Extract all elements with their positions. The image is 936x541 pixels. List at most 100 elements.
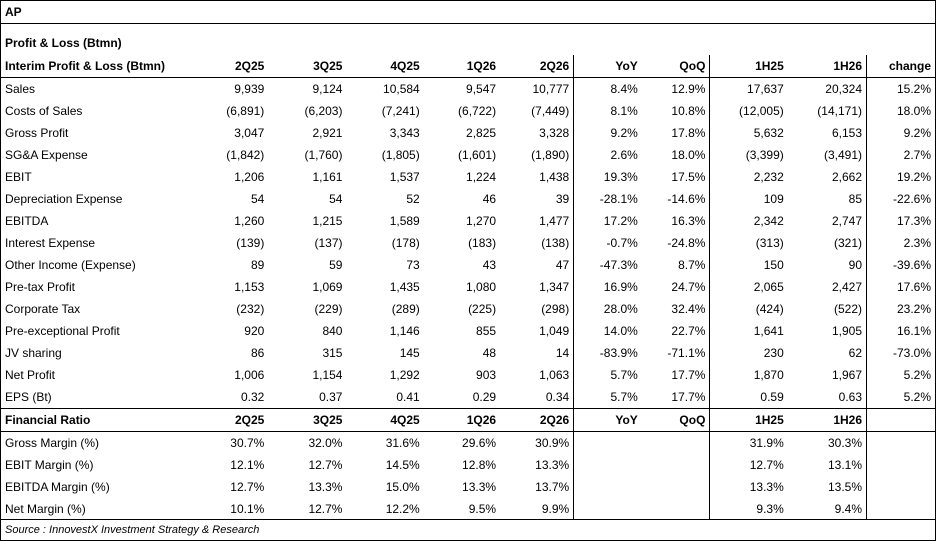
table-cell: 32.0% [268,431,347,454]
column-header: change [866,55,935,78]
table-cell: (12,005) [709,100,788,122]
table-cell: 9.5% [468,502,497,516]
column-header: 4Q25 [390,59,420,73]
table-cell: 59 [329,258,343,272]
table-cell: 14 [555,346,570,360]
table-cell: (178) [391,236,420,250]
section-title: Profit & Loss (Btmn) [5,36,122,50]
table-cell: (138) [541,236,570,250]
table-cell: 2,921 [312,126,343,140]
table-cell: 2,427 [831,280,862,294]
table-cell: 12.7% [230,480,265,494]
table-cell: 10,584 [346,77,424,100]
table-cell: 46 [482,192,497,206]
table-row: Gross Margin (%) 30.7% 32.0% 31.6% 29.6% 30.9… [1,431,935,454]
table-cell: 6,153 [831,126,862,140]
table-cell: -22.6% [866,188,935,210]
column-header: 1H26 [787,408,867,432]
table-cell: 18.0% [866,100,935,122]
table-cell: (1,890) [531,148,570,162]
table-cell: 2.7% [866,144,935,166]
table-cell: 0.34 [545,390,570,404]
table-cell: 16.3% [671,214,706,228]
table-cell: 12.7% [308,502,343,516]
table-cell: 85 [848,192,862,206]
table-cell: 9,939 [185,77,269,100]
table-cell: 1,206 [234,170,265,184]
row-label: Corporate Tax [5,302,81,316]
table-cell: 12.8% [462,458,497,472]
table-cell: 0.63 [838,390,862,404]
table-cell: -14.6% [667,192,706,206]
table-cell: 1,260 [234,214,265,228]
table-cell: -83.9% [573,342,642,364]
table-row: EPS (Bt) 0.32 0.37 0.41 0.29 0.34 5.7% 17.7% 0.5… [1,386,935,409]
table-cell: (313) [709,232,788,254]
table-cell: 39 [555,192,570,206]
column-header: 2Q26 [539,59,570,73]
table-cell: 2,065 [709,276,788,298]
table-row: Depreciation Expense 54 54 52 46 39 -28.1% -14.… [1,188,935,210]
table-cell: 8.4% [573,77,642,100]
table-row: Corporate Tax (232) (229) (289) (225) (298) 28… [1,298,935,320]
column-header: 3Q25 [268,408,347,432]
table-cell: 10.1% [230,502,265,516]
table-cell: 14.5% [385,458,420,472]
table-cell: 18.0% [671,148,706,162]
table-cell: (229) [314,302,343,316]
table-cell: 2,342 [709,210,788,232]
table-cell: 43 [482,258,497,272]
table-cell: -73.0% [866,342,935,364]
table-cell: -39.6% [866,254,935,276]
row-label: JV sharing [5,346,62,360]
table-cell: 89 [250,258,265,272]
table-cell: (183) [468,236,497,250]
table-row: Costs of Sales (6,891) (6,203) (7,241) (6,72… [1,100,935,122]
table-cell: 1,006 [234,368,265,382]
table-cell [866,498,935,520]
table-cell: 16.1% [866,320,935,342]
table-cell: (6,891) [226,104,265,118]
table-row: Net Profit 1,006 1,154 1,292 903 1,063 5.7% 17.… [1,364,935,386]
table-cell: 12.2% [385,502,420,516]
column-header: QoQ [641,408,710,432]
header-row: Financial Ratio 2Q25 3Q25 4Q25 1Q26 2Q26 YoY Qo… [1,408,935,432]
table-cell: 62 [848,346,862,360]
table-cell: -71.1% [667,346,706,360]
table-cell: 1,270 [466,214,497,228]
table-cell: 9.2% [866,122,935,144]
source-divider [1,519,935,520]
table-cell: 0.41 [396,390,420,404]
table-row: EBIT 1,206 1,161 1,537 1,224 1,438 19.3% 17.5% 2… [1,166,935,188]
table-cell [642,498,710,520]
column-header: 4Q25 [346,408,424,432]
table-cell [866,476,935,498]
table-cell: (7,241) [381,104,420,118]
table-cell [573,431,642,454]
table-cell: 1,069 [312,280,343,294]
table-cell: 17,637 [709,77,788,100]
table-cell: 13.7% [535,480,570,494]
table-cell: 1,161 [312,170,343,184]
financial-table: Interim Profit & Loss (Btmn) 2Q25 3Q25 4Q25… [1,55,935,520]
row-label: Other Income (Expense) [5,258,136,272]
table-cell: 17.3% [866,210,935,232]
column-header: YoY [573,408,642,432]
table-cell: 90 [848,258,862,272]
table-cell: 315 [322,346,343,360]
table-cell [642,476,710,498]
table-row: JV sharing 86 315 145 48 14 -83.9% -71.1% 230 62-… [1,342,935,364]
row-label: Sales [1,77,186,100]
table-cell: 29.6% [423,431,501,454]
column-header: 1Q26 [466,59,497,73]
table-cell: 109 [709,188,788,210]
table-cell: 1,870 [709,364,788,386]
table-cell: 230 [709,342,788,364]
column-header: 1H25 [709,408,788,432]
table-cell: 13.3% [462,480,497,494]
table-cell: (6,203) [304,104,343,118]
table-cell: 1,153 [234,280,265,294]
table-cell [642,454,710,476]
table-cell: 12.7% [709,454,788,476]
